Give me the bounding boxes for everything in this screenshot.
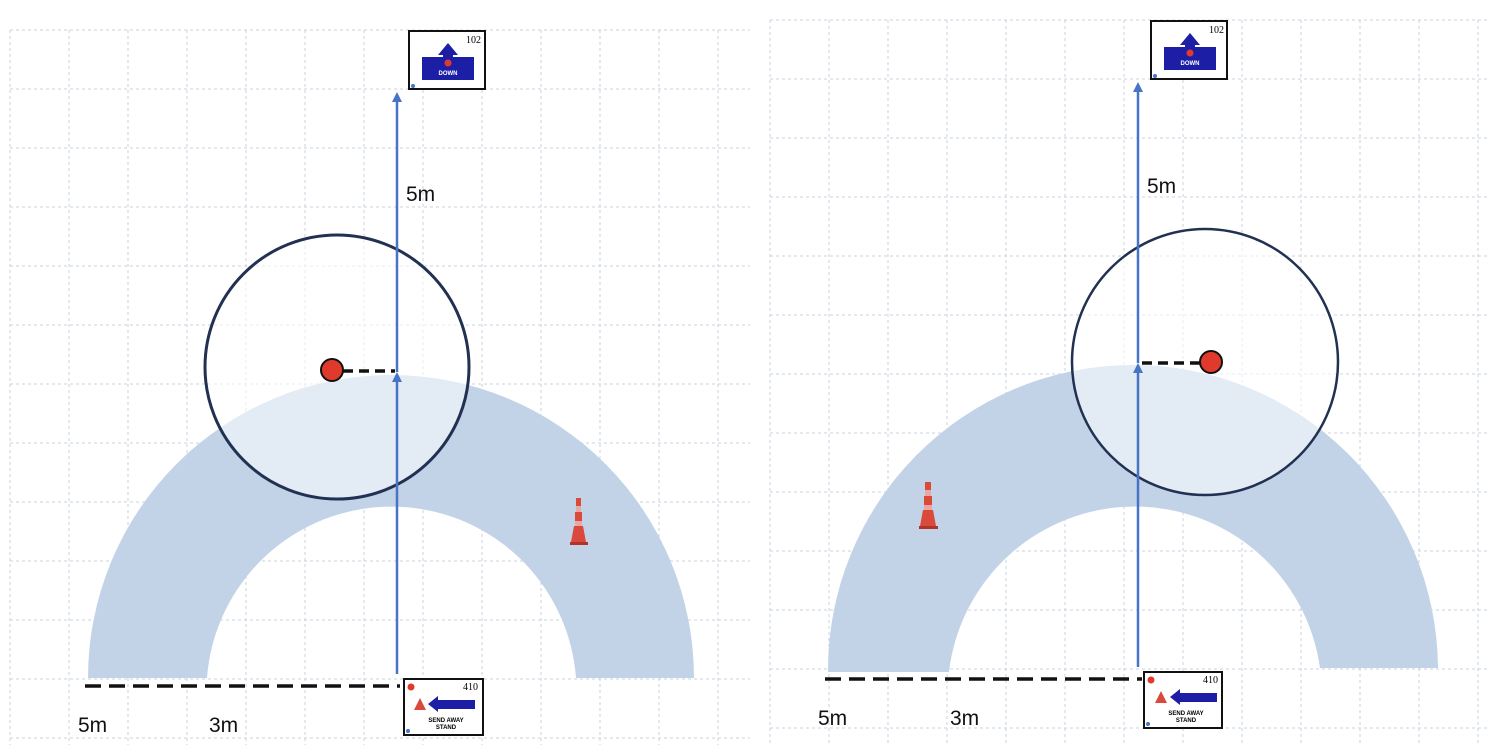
panel-divider — [755, 0, 765, 747]
sign-down-number: 102 — [466, 35, 481, 46]
sign-down-label: DOWN — [1181, 61, 1200, 67]
sign-send-away-label-2: STAND — [436, 725, 457, 731]
distance-label-upper: 5m — [406, 183, 435, 206]
sign-send-away: 410 SEND AWAY STAND — [1143, 671, 1223, 729]
sign-send-away: 410 SEND AWAY STAND — [403, 678, 484, 736]
panel-right: 102 DOWN 410 SEND AWAY STAND 5m — [818, 20, 1438, 730]
sign-down-label: DOWN — [439, 71, 458, 77]
distance-label-outer: 5m — [78, 714, 107, 737]
panel-left: 102 DOWN 410 SEND AWAY STAND 5m — [78, 30, 694, 737]
sign-send-away-label-1: SEND AWAY — [1168, 711, 1203, 717]
sign-send-away-number: 410 — [463, 682, 478, 693]
ball-marker — [1199, 350, 1223, 374]
sign-send-away-label-2: STAND — [1176, 718, 1197, 724]
sign-down: 102 DOWN — [408, 30, 486, 90]
cone-icon — [919, 482, 938, 529]
sign-down-number: 102 — [1209, 25, 1224, 36]
cone-icon — [570, 498, 588, 545]
sign-down: 102 DOWN — [1150, 20, 1228, 80]
distance-label-inner: 3m — [950, 707, 979, 730]
arrow-left-icon — [428, 696, 475, 712]
distance-label-upper: 5m — [1147, 175, 1176, 198]
sign-send-away-number: 410 — [1203, 675, 1218, 686]
arrow-left-icon — [1170, 689, 1217, 705]
ball-marker — [320, 358, 344, 382]
sign-send-away-label-1: SEND AWAY — [428, 718, 463, 724]
distance-label-outer: 5m — [818, 707, 847, 730]
distance-label-inner: 3m — [209, 714, 238, 737]
